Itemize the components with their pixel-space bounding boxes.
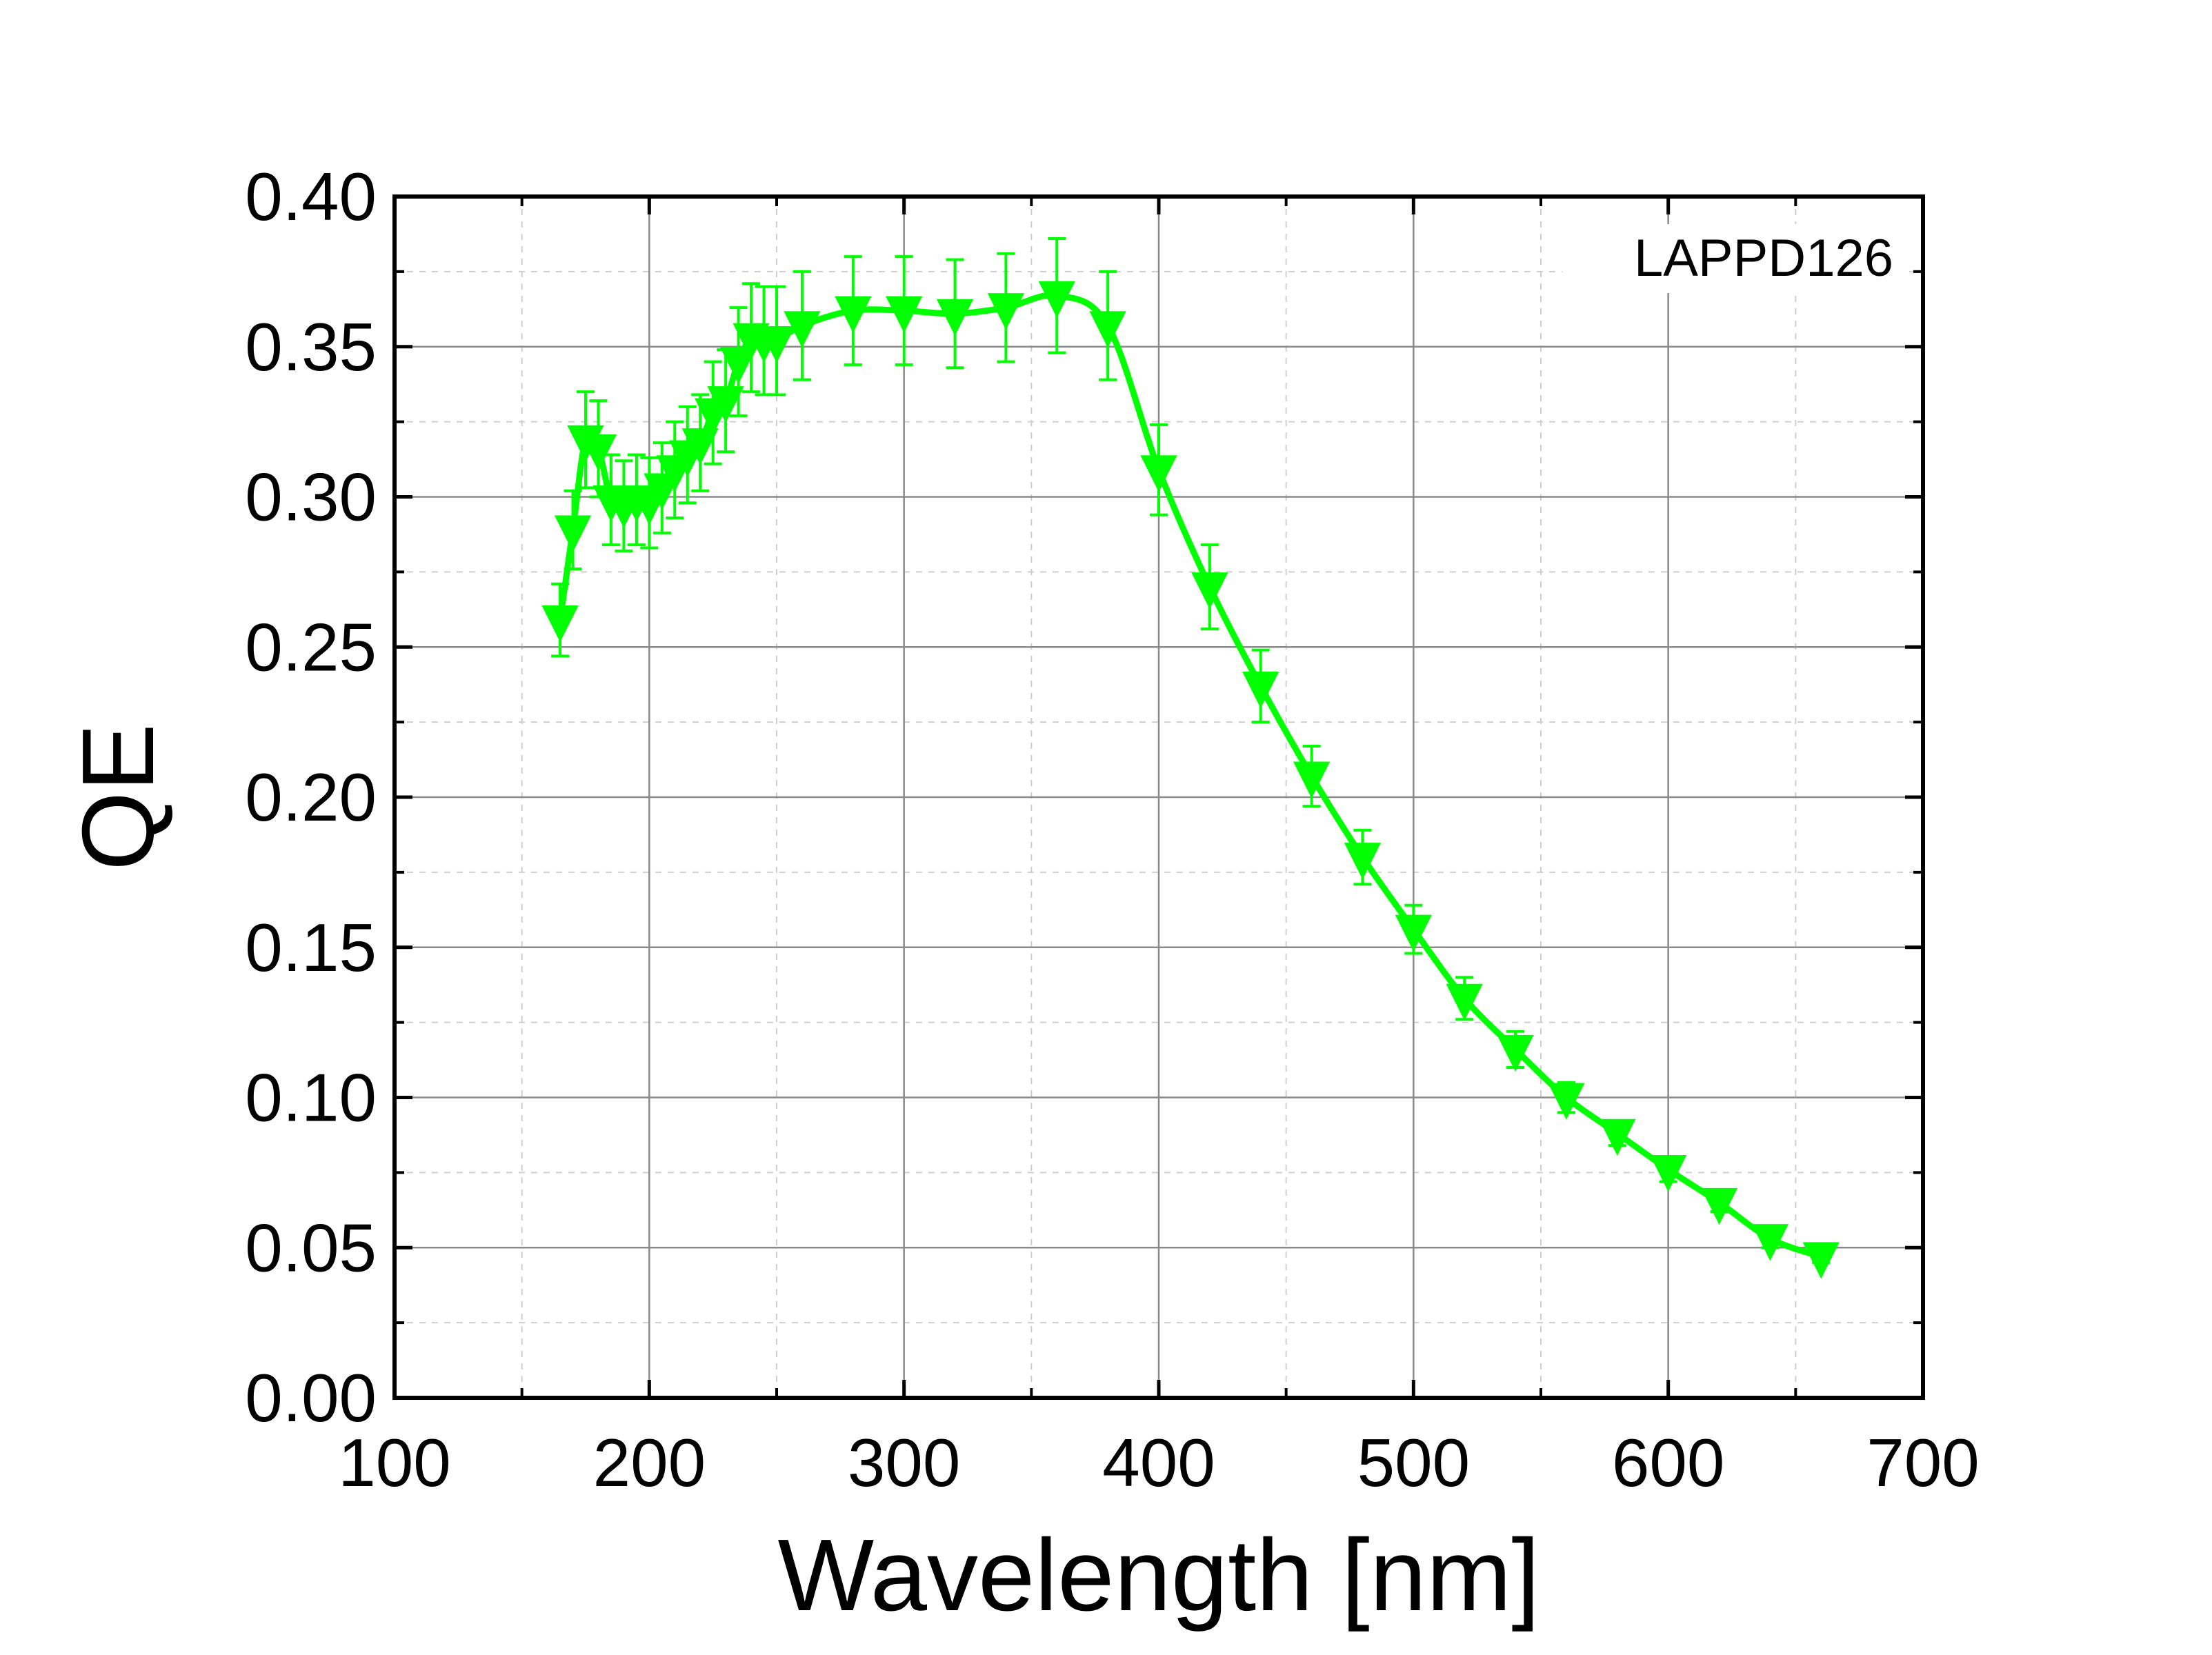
data-point xyxy=(987,293,1025,330)
data-point xyxy=(1548,1083,1585,1120)
data-point xyxy=(1242,671,1279,709)
x-tick-label: 100 xyxy=(338,1425,451,1501)
x-tick-label: 700 xyxy=(1866,1425,1980,1501)
data-point xyxy=(758,326,795,363)
y-tick-label: 0.00 xyxy=(245,1360,377,1436)
y-tick-label: 0.20 xyxy=(245,759,377,835)
y-tick-labels: 0.00 0.05 0.10 0.15 0.20 0.25 0.30 0.35 0.40 xyxy=(245,159,377,1436)
data-point xyxy=(1344,843,1382,880)
data-point xyxy=(1802,1242,1840,1279)
data-point xyxy=(1395,914,1432,952)
data-point xyxy=(784,311,821,348)
x-axis-title: Wavelength [nm] xyxy=(777,1518,1540,1632)
y-tick-label: 0.15 xyxy=(245,910,377,985)
x-tick-labels: 100 200 300 400 500 600 700 xyxy=(338,1425,1980,1501)
data-point xyxy=(1140,455,1177,492)
y-tick-label: 0.35 xyxy=(245,309,377,385)
x-tick-label: 300 xyxy=(848,1425,961,1501)
chart-annotation: LAPPD126 xyxy=(1634,229,1893,288)
annotation-background xyxy=(1562,224,1907,293)
data-markers xyxy=(541,281,1840,1279)
y-tick-label: 0.05 xyxy=(245,1210,377,1285)
data-point xyxy=(541,605,579,643)
data-point xyxy=(886,296,923,333)
y-tick-label: 0.25 xyxy=(245,609,377,685)
data-point xyxy=(1751,1224,1789,1261)
data-point xyxy=(1599,1119,1636,1156)
data-point xyxy=(1650,1155,1687,1192)
data-point xyxy=(1497,1034,1534,1072)
plot-frame xyxy=(392,194,1925,1400)
y-axis-title: QE xyxy=(61,723,175,871)
x-tick-label: 400 xyxy=(1102,1425,1215,1501)
x-tick-label: 200 xyxy=(593,1425,706,1501)
y-tick-label: 0.30 xyxy=(245,459,377,535)
data-point xyxy=(579,434,617,472)
data-point xyxy=(835,296,872,333)
data-point xyxy=(707,386,744,423)
data-point xyxy=(1700,1187,1738,1225)
x-tick-label: 500 xyxy=(1357,1425,1471,1501)
data-point xyxy=(1191,572,1228,610)
data-point xyxy=(1038,281,1075,318)
data-point xyxy=(1446,983,1483,1021)
data-point xyxy=(719,347,757,384)
data-point xyxy=(681,428,719,465)
data-point xyxy=(554,515,592,552)
x-tick-label: 600 xyxy=(1612,1425,1725,1501)
data-point xyxy=(1293,761,1331,799)
y-tick-label: 0.10 xyxy=(245,1060,377,1136)
data-point xyxy=(1089,311,1126,348)
y-tick-label: 0.40 xyxy=(245,159,377,234)
data-point xyxy=(936,299,974,337)
